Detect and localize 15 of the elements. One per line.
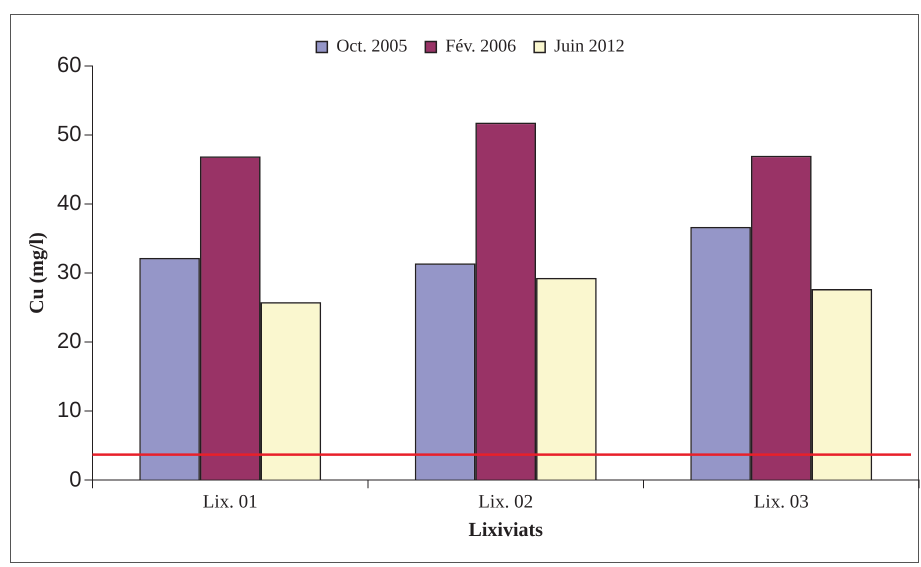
- y-tick-label: 0: [69, 466, 82, 492]
- y-tick-label: 50: [56, 121, 82, 146]
- y-tick-label: 60: [56, 52, 82, 78]
- x-tick-label: Lix. 02: [478, 492, 534, 513]
- legend-label: Oct. 2005: [336, 36, 408, 56]
- legend-label: Juin 2012: [554, 36, 625, 56]
- y-tick-label: 30: [56, 259, 82, 284]
- x-tick-label: Lix. 03: [754, 492, 809, 513]
- y-axis-title: Cu (mg/l): [26, 232, 48, 314]
- y-tick-label: 40: [56, 190, 82, 216]
- legend-label: Fév. 2006: [445, 36, 516, 56]
- x-axis-title: Lixiviats: [468, 519, 544, 542]
- y-tick-label: 10: [56, 397, 82, 422]
- y-tick-label: 20: [56, 328, 82, 354]
- x-tick-label: Lix. 01: [202, 492, 258, 513]
